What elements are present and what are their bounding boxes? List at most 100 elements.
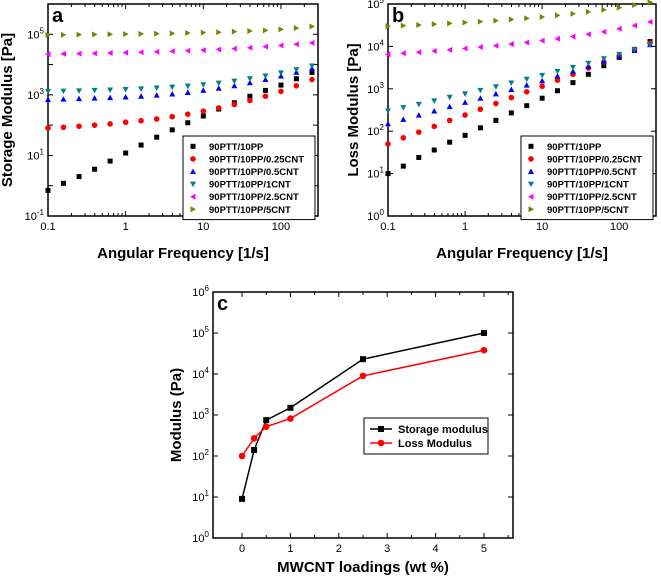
x-tick-label-b: 1 [462,221,468,233]
data-point-a-3 [247,76,253,82]
data-point-a-2 [185,89,191,95]
legend-b: 90PTT/10PP90PTT/10PP/0.25CNT90PTT/10PP/0… [521,136,653,220]
data-point-b-5 [509,17,515,23]
data-point-b-4 [508,41,514,47]
data-point-b-3 [539,73,545,79]
data-point-a-3 [185,84,191,90]
data-point-a-5 [185,30,191,36]
data-point-b-3 [554,69,560,75]
data-point-a-4 [309,40,315,46]
x-tick-label-c: 4 [433,543,439,555]
series-a-2 [45,65,315,102]
y-tick-label-b: 104 [367,38,384,53]
data-point-b-4 [601,29,607,35]
y-tick-label-b: 105 [367,0,384,11]
y-tick-label-b: 102 [367,123,384,138]
data-point-a-5 [154,31,160,37]
data-point-a-0 [92,167,97,172]
data-point-b-3 [462,91,468,97]
data-point-b-5 [601,7,607,13]
data-point-a-1 [45,125,51,131]
y-axis-title-c: Modulus (Pa) [168,368,185,462]
data-point-a-1 [216,105,222,111]
data-point-b-2 [400,116,406,122]
legend-c: Storage modulusLoss Modulus [364,418,488,454]
data-point-a-4 [60,51,66,57]
data-point-a-0 [278,83,283,88]
data-point-a-5 [139,31,145,37]
legend-marker-b [529,144,534,149]
data-point-a-3 [60,89,66,95]
data-point-a-4 [123,50,128,56]
data-point-a-2 [45,97,51,103]
data-point-a-3 [262,73,268,79]
data-point-a-4 [92,50,98,56]
data-point-a-1 [247,98,253,104]
data-point-b-0 [524,103,529,108]
series-a-1 [45,77,315,131]
data-point-a-0 [77,174,82,179]
data-point-c-1 [239,453,246,460]
x-tick-label-c: 0 [239,543,245,555]
data-point-a-1 [107,121,113,127]
data-point-b-2 [524,82,530,88]
data-point-a-2 [92,95,98,101]
data-point-b-0 [447,140,452,145]
data-point-c-1 [360,373,367,380]
data-point-a-0 [170,127,175,132]
legend-label-a: 90PTT/10PP/0.25CNT [209,154,304,165]
data-point-c-0 [360,356,366,362]
data-point-b-4 [647,19,653,25]
series-b-1 [385,40,653,147]
data-point-b-2 [447,104,453,110]
data-point-a-2 [169,91,175,97]
data-point-a-3 [76,88,82,94]
data-point-b-1 [493,101,499,107]
data-point-b-1 [401,135,407,141]
data-point-c-1 [263,423,270,430]
data-point-b-5 [586,9,592,15]
data-point-b-0 [416,155,421,160]
data-point-a-4 [231,46,237,52]
data-point-a-5 [216,29,222,35]
data-point-a-2 [107,95,113,101]
data-point-a-3 [278,70,284,76]
data-point-c-0 [287,405,293,411]
data-point-a-0 [201,114,206,119]
data-point-b-4 [493,43,499,49]
data-point-a-4 [76,51,82,57]
data-point-b-4 [616,26,622,32]
data-point-a-5 [263,27,269,33]
legend-a: 90PTT/10PP90PTT/10PP/0.25CNT90PTT/10PP/0… [183,136,315,220]
legend-marker-b [528,156,534,162]
data-point-b-0 [478,125,483,130]
data-point-a-2 [123,94,129,100]
legend-marker-c [378,440,385,447]
series-b-2 [385,42,653,127]
panel-c: 0 1 2 3 4 5100101102103104105106MWCNT loading… [168,284,513,576]
y-axis-title-a: Storage Modulus [Pa] [0,33,16,187]
data-point-a-3 [309,63,315,69]
data-point-b-0 [401,164,406,169]
data-point-a-3 [169,85,175,91]
data-point-c-1 [481,347,488,354]
data-point-b-1 [416,129,422,135]
data-point-a-1 [294,83,300,89]
data-point-b-5 [447,20,453,26]
data-point-a-4 [107,50,113,56]
y-tick-label-c: 102 [192,448,209,463]
data-point-b-2 [477,95,483,101]
data-point-c-0 [481,330,487,336]
data-point-a-1 [185,111,191,117]
data-point-c-0 [239,496,245,502]
legend-label-a: 90PTT/10PP/0.5CNT [209,167,299,178]
data-point-b-1 [447,118,453,124]
plot-frame-c [213,292,513,538]
series-b-4 [385,19,653,58]
data-point-a-4 [247,45,253,51]
data-point-a-4 [200,47,206,53]
data-point-a-2 [154,92,160,98]
data-point-a-2 [76,96,82,102]
data-point-b-0 [386,171,391,176]
data-point-a-4 [154,49,160,55]
